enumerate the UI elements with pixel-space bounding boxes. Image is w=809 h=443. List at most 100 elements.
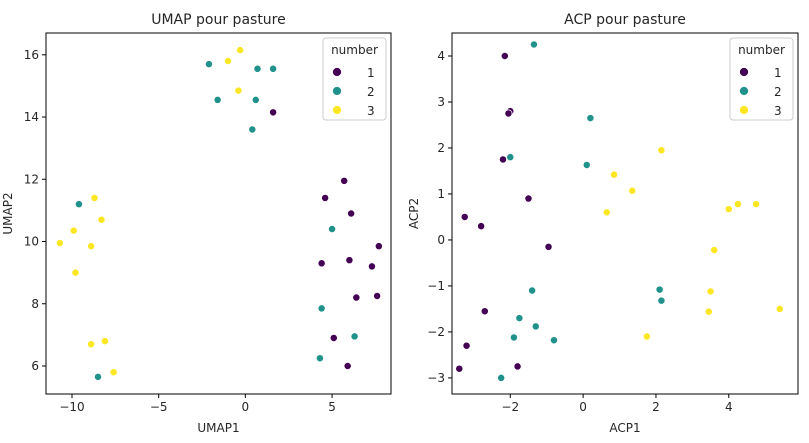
data-point-series-1 <box>524 194 533 203</box>
y-tick-label: −2 <box>427 325 445 339</box>
data-point-series-3 <box>234 86 243 95</box>
data-point-series-1 <box>329 334 338 342</box>
data-point-series-3 <box>87 242 96 251</box>
data-point-series-1 <box>343 362 352 370</box>
legend-title: number <box>331 43 378 57</box>
data-point-series-1 <box>321 193 330 202</box>
data-point-series-3 <box>97 215 106 224</box>
x-axis-label: ACP1 <box>609 421 640 435</box>
y-tick-label: 12 <box>24 172 39 186</box>
legend-marker-3 <box>739 105 749 115</box>
legend-label: 1 <box>774 66 782 80</box>
data-point-series-3 <box>642 332 651 341</box>
data-point-series-1 <box>499 155 507 164</box>
data-point-series-1 <box>367 262 376 271</box>
legend-1 <box>322 37 387 121</box>
y-tick-label: 2 <box>437 141 445 155</box>
y-tick-label: 8 <box>31 297 39 311</box>
data-point-series-1 <box>504 109 513 118</box>
data-point-series-1 <box>317 259 326 268</box>
legend-2 <box>729 37 794 121</box>
data-point-series-3 <box>610 170 619 179</box>
data-point-series-2 <box>509 333 518 342</box>
x-tick-label: 0 <box>242 400 250 414</box>
data-point-series-1 <box>269 108 278 117</box>
y-tick-label: −1 <box>427 279 445 293</box>
data-point-series-2 <box>315 354 324 363</box>
data-point-series-3 <box>733 200 742 209</box>
data-point-series-2 <box>269 64 278 73</box>
y-tick-label: 3 <box>437 95 445 109</box>
x-tick-label: 4 <box>725 400 733 414</box>
data-point-series-3 <box>710 246 719 255</box>
data-point-series-1 <box>345 256 354 265</box>
legend-marker-2 <box>739 86 749 96</box>
data-point-series-3 <box>87 340 96 349</box>
data-point-series-3 <box>236 46 245 55</box>
y-tick-label: 6 <box>31 359 39 373</box>
plot-points-1 <box>55 46 383 381</box>
x-tick-label: −2 <box>501 400 519 414</box>
data-point-series-2 <box>506 153 515 162</box>
data-point-series-2 <box>248 125 257 134</box>
data-point-series-3 <box>55 239 64 248</box>
data-point-series-1 <box>462 341 471 350</box>
legend-label: 2 <box>774 85 782 99</box>
x-tick-label: −10 <box>59 400 84 414</box>
y-tick-label: 16 <box>24 48 39 62</box>
chart-title: UMAP pour pasture <box>151 12 286 28</box>
data-point-series-3 <box>224 57 232 65</box>
legend-marker-1 <box>739 67 749 77</box>
data-point-series-2 <box>655 285 664 294</box>
y-tick-label: 4 <box>437 49 445 63</box>
legend-label: 2 <box>367 85 375 99</box>
data-point-series-2 <box>205 60 213 69</box>
data-point-series-1 <box>374 242 383 251</box>
legend-label: 3 <box>774 104 782 118</box>
data-point-series-2 <box>317 304 326 313</box>
legend-marker-3 <box>332 105 342 115</box>
y-axis-label: UMAP2 <box>1 192 15 234</box>
data-point-series-1 <box>373 292 382 300</box>
data-point-series-1 <box>455 364 464 373</box>
data-point-series-3 <box>109 368 118 377</box>
y-tick-label: 10 <box>24 235 39 249</box>
data-point-series-2 <box>213 95 222 104</box>
data-point-series-2 <box>657 296 666 305</box>
data-point-series-3 <box>724 205 733 214</box>
chart-title: ACP pour pasture <box>564 12 686 28</box>
data-point-series-3 <box>775 304 784 313</box>
y-tick-label: 14 <box>24 110 39 124</box>
legend-marker-2 <box>332 86 342 96</box>
x-tick-label: −5 <box>150 400 168 414</box>
data-point-series-2 <box>251 95 260 104</box>
data-point-series-2 <box>531 322 540 331</box>
data-point-series-3 <box>71 268 80 277</box>
data-point-series-3 <box>90 193 99 202</box>
data-point-series-1 <box>544 242 553 251</box>
data-point-series-2 <box>74 200 83 209</box>
x-axis-label: UMAP1 <box>197 421 239 435</box>
data-point-series-2 <box>497 373 506 382</box>
data-point-series-2 <box>328 225 337 234</box>
y-tick-label: −3 <box>427 371 445 385</box>
data-point-series-1 <box>347 209 356 218</box>
data-point-series-2 <box>528 286 537 295</box>
data-point-series-1 <box>477 222 486 231</box>
data-point-series-1 <box>340 176 349 185</box>
data-point-series-1 <box>480 307 489 316</box>
plot-frame-1 <box>45 32 392 395</box>
data-point-series-2 <box>586 114 595 123</box>
data-point-series-3 <box>657 146 666 155</box>
data-point-series-3 <box>752 200 761 209</box>
data-point-series-2 <box>550 336 558 345</box>
plot-frame-2 <box>451 32 799 395</box>
legend-title: number <box>738 43 785 57</box>
y-tick-label: 1 <box>437 187 445 201</box>
legend-box <box>322 37 387 121</box>
data-point-series-2 <box>253 64 262 73</box>
x-tick-label: 2 <box>652 400 660 414</box>
data-point-series-2 <box>350 332 359 341</box>
data-point-series-2 <box>515 314 524 323</box>
